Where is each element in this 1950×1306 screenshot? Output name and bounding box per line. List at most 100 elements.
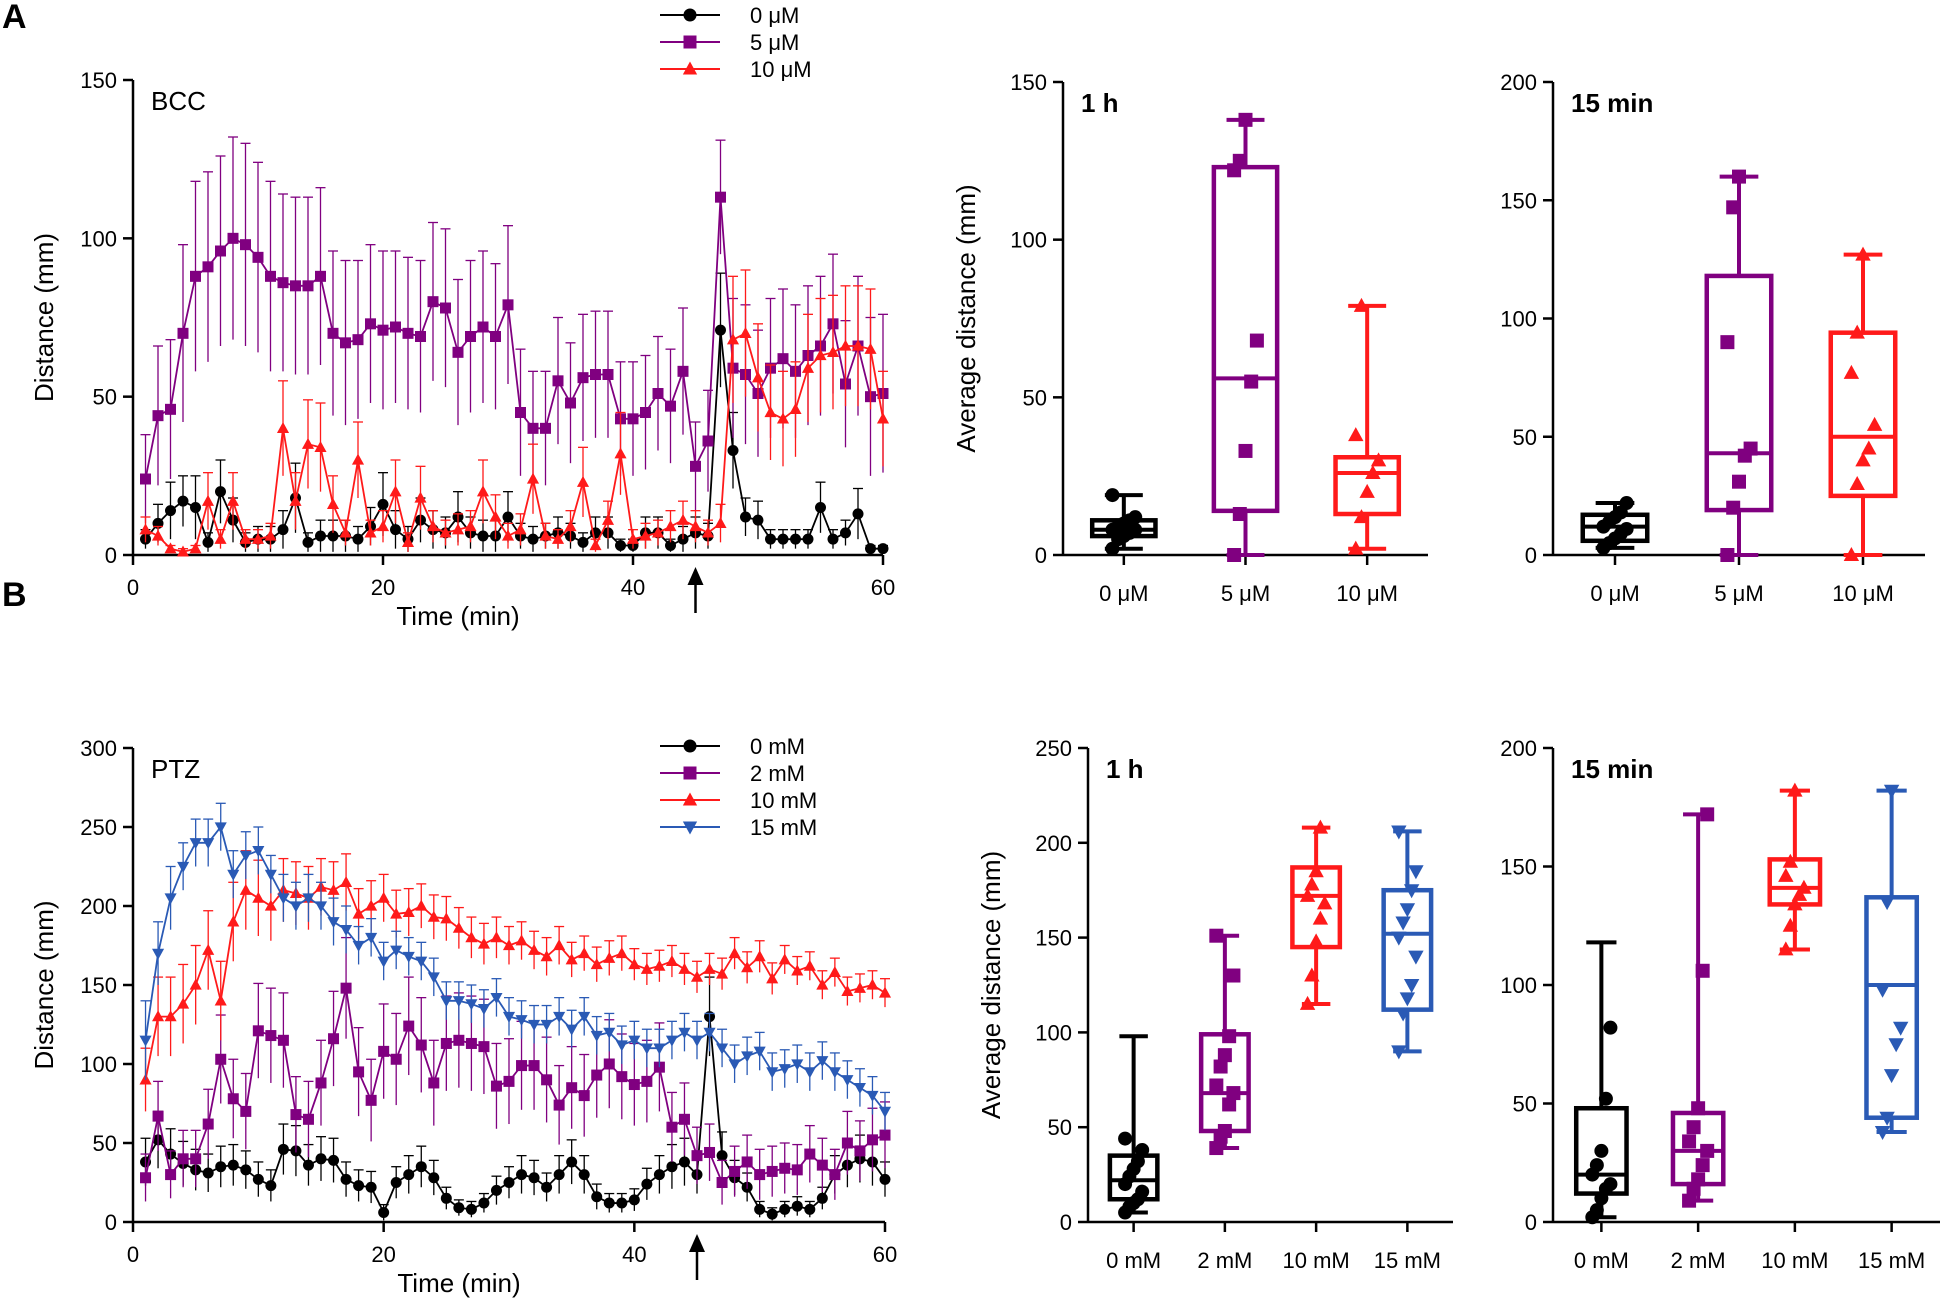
B-time-series-3-point (502, 1011, 516, 1023)
B-time-series-0-point (653, 1169, 665, 1181)
B-time-legend-marker (683, 766, 697, 780)
A-time-series-2-point (464, 520, 477, 532)
A-time-series-1-point (390, 321, 401, 333)
B-time-series-3-point (778, 1064, 791, 1076)
B-time-series-2-point (716, 967, 729, 979)
B-time-series-3-point (540, 1019, 553, 1031)
B-time-series-3-point (164, 893, 177, 905)
A-1h-box-1-point (1232, 153, 1247, 168)
B-time-series-2-point (878, 986, 892, 998)
A-1h-box-1-point (1249, 333, 1264, 348)
A-15min-y-tick-label: 150 (1500, 188, 1537, 213)
B-time-series-2-point (252, 891, 265, 903)
A-time-series-1-point (590, 369, 601, 380)
A-time-series-0-point (727, 445, 739, 456)
A-1h-box-1-point (1227, 548, 1242, 562)
B-time-series-1-point (265, 1030, 277, 1042)
B-1h-y-tick-label: 150 (1035, 926, 1072, 951)
B-time-series-0-point (440, 1192, 452, 1204)
B-15min-x-tick-label: 15 mM (1858, 1248, 1925, 1273)
A-time-series-0-point (615, 540, 626, 551)
B-15min-box-2-point (1787, 896, 1803, 911)
B-time-series-3-point (716, 1043, 729, 1055)
B-time-y-tick-label: 100 (80, 1052, 117, 1077)
B-15min-box-0-point (1594, 1143, 1609, 1158)
A-time-series-1-point (540, 422, 551, 434)
B-1h-box-0-point (1135, 1142, 1150, 1157)
B-time-y-tick-label: 0 (105, 1210, 117, 1235)
A-time-series-1-point (452, 346, 464, 358)
A-time-series-2-point (401, 536, 415, 548)
B-1h-box-2-point (1299, 995, 1316, 1010)
A-time-legend-marker (683, 35, 697, 49)
A-time-series-2-point (701, 526, 715, 538)
A-time-series-2-point (226, 494, 240, 506)
B-time-series-0-point (754, 1203, 766, 1215)
B-15min-y-tick-label: 50 (1513, 1092, 1537, 1117)
A-time-series-1-point (215, 245, 226, 257)
B-time-series-2-point (152, 1010, 165, 1022)
B-time-series-2-point (778, 953, 791, 965)
B-time-series-2-point (477, 937, 490, 949)
B-time-series-2-point (340, 875, 353, 887)
B-time-series-3-point (640, 1043, 653, 1055)
B-15min-box-3-point (1874, 1125, 1891, 1140)
B-15min-box-3-point (1879, 896, 1895, 911)
A-time-series-0-point (752, 514, 764, 526)
B-time-series-1-point (741, 1156, 753, 1168)
B-time-series-1-point (490, 1080, 502, 1092)
A-15min-box-0-point (1619, 495, 1634, 510)
panel-label-a: A (2, 0, 27, 36)
B-time-series-2-point (603, 951, 616, 963)
B-time-series-3-point (327, 917, 340, 929)
B-time-series-3-point (703, 1027, 716, 1039)
B-time-series-1-point (791, 1164, 803, 1176)
B-1h-box-2-point (1312, 819, 1329, 834)
A-time-series-2-point (276, 422, 290, 434)
B-time-series-1-point (691, 1150, 703, 1162)
A-time-series-2-point (289, 494, 302, 506)
B-time-series-1-point (666, 1121, 678, 1133)
B-time-series-1-point (553, 1099, 565, 1111)
A-time-series-2-point (751, 371, 765, 383)
B-1h-box-3-point (1391, 825, 1407, 840)
B-15min-box-1-point (1682, 1134, 1697, 1149)
A-1h-box-2-point (1353, 509, 1370, 524)
A-time-legend-marker (682, 61, 698, 75)
B-1h-box-2-point (1308, 863, 1324, 878)
A-time-series-2-point (576, 475, 590, 487)
B-time-series-3-point (365, 932, 378, 944)
A-time-series-2-point (851, 339, 865, 351)
B-15min-box-1-point (1700, 1143, 1715, 1158)
B-time-series-2-point (703, 962, 716, 974)
A-15min-y-tick-label: 100 (1500, 307, 1537, 332)
A-time-series-0-point (177, 495, 189, 507)
B-time-series-3-point (866, 1090, 879, 1102)
B-time-series-1-point (290, 1109, 302, 1121)
B-time-series-0-point (791, 1200, 803, 1212)
B-time-series-0-point (816, 1192, 828, 1204)
A-time-series-2-point (651, 526, 665, 538)
B-1h-box-3-point (1408, 865, 1424, 880)
A-time-series-1-line (144, 197, 884, 480)
B-time-series-1-point (616, 1071, 628, 1083)
B-time-series-2-point (415, 899, 428, 911)
A-time-series-2-point (639, 529, 652, 541)
A-1h-y-tick-label: 0 (1035, 543, 1047, 568)
B-time-series-1-point (190, 1153, 202, 1165)
A-time-series-0-point (577, 536, 589, 548)
B-time-series-3-point (289, 901, 302, 913)
A-time-series-1-point (665, 400, 676, 412)
B-1h-box-0-point (1135, 1184, 1150, 1199)
A-time-series-2-point (864, 342, 877, 354)
B-15min-x-tick-label: 2 mM (1671, 1248, 1726, 1273)
B-time-series-2-point (766, 972, 779, 984)
B-1h-y-tick-label: 250 (1035, 736, 1072, 761)
A-time-series-1-point (240, 239, 251, 251)
B-time-series-3-point (202, 838, 215, 850)
B-time-series-0-point (678, 1156, 690, 1168)
A-time-series-2-point (839, 339, 852, 351)
B-1h-box-3-point (1399, 903, 1416, 918)
A-time-series-2-point (564, 520, 577, 532)
B-time-series-1-point (378, 1045, 390, 1057)
